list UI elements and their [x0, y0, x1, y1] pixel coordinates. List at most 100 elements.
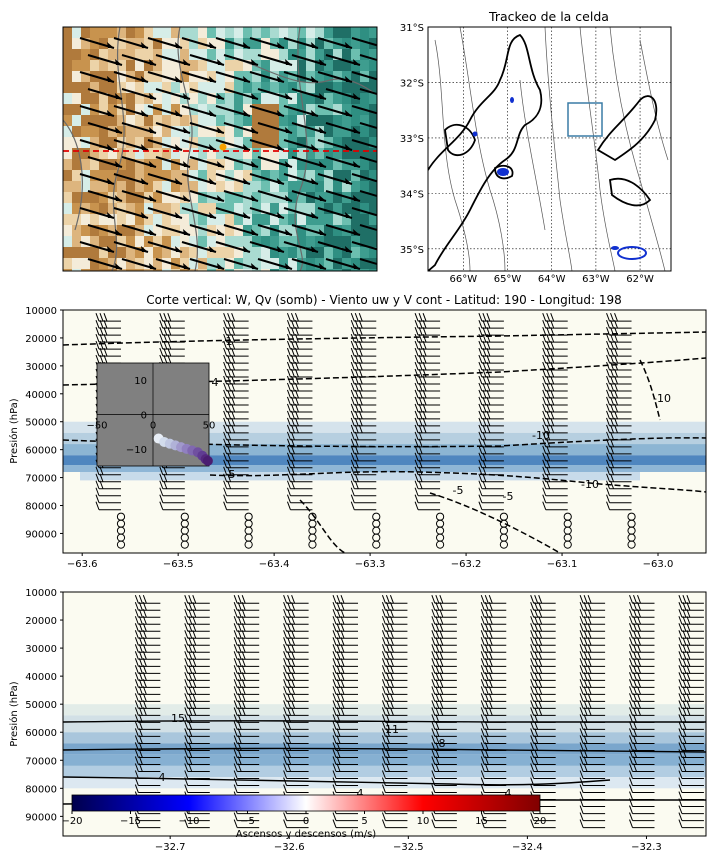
- wind-barb-flag: [231, 361, 236, 371]
- heatmap-cell: [279, 104, 289, 116]
- heatmap-cell: [135, 115, 145, 127]
- contour-line: [63, 747, 706, 753]
- wind-barb-flag: [287, 707, 292, 716]
- wind-barb-flag: [336, 623, 341, 632]
- wind-barb-flag: [385, 609, 390, 618]
- heatmap-cell: [63, 192, 73, 204]
- wind-barb-flag: [629, 735, 633, 744]
- wind-barb-flag: [418, 396, 423, 406]
- wind-barb-flag: [291, 609, 296, 618]
- heatmap-cell: [207, 71, 217, 83]
- wind-barb-flag: [546, 431, 551, 441]
- wind-arrow-head: [175, 76, 182, 82]
- heatmap-cell: [162, 258, 172, 270]
- wind-barb-flag: [227, 368, 232, 378]
- wind-arrow-head: [353, 161, 360, 167]
- heatmap-cell: [369, 93, 377, 105]
- wind-barb-flag: [633, 672, 637, 681]
- wind-barb-flag: [587, 686, 592, 695]
- wind-barb-flag: [332, 784, 337, 793]
- wind-barb-flag: [381, 714, 386, 723]
- wind-barb-flag: [188, 609, 193, 618]
- wind-barb-flag: [188, 623, 193, 632]
- wind-barb-flag: [542, 445, 547, 455]
- wind-barb-flag: [478, 368, 483, 378]
- wind-barb-flag: [340, 700, 345, 709]
- inset-x-tick-label: −50: [86, 421, 107, 432]
- wind-barb-flag: [290, 396, 295, 406]
- wind-barb-flag: [358, 312, 363, 322]
- wind-barb-flag: [134, 609, 139, 618]
- wind-barb-flag: [237, 623, 242, 632]
- heatmap-cell: [72, 148, 82, 160]
- heatmap-cell: [333, 170, 343, 182]
- wind-barb-flag: [336, 721, 341, 730]
- wind-barb-flag: [291, 644, 296, 653]
- wind-barb-flag: [534, 700, 539, 709]
- wind-arrow-head: [175, 178, 182, 184]
- heatmap-cell: [126, 192, 136, 204]
- heatmap-cell: [270, 159, 280, 171]
- wind-barb-flag: [482, 431, 487, 441]
- wind-barb-flag: [227, 375, 232, 385]
- wind-barb-flag: [138, 700, 143, 709]
- wind-barb-flag: [354, 473, 359, 482]
- wind-barb-flag: [358, 347, 363, 357]
- wind-barb-flag: [231, 389, 236, 399]
- heatmap-cell: [99, 49, 109, 61]
- heatmap-cell: [126, 82, 136, 94]
- heatmap-cell: [333, 225, 343, 237]
- wind-barb-flag: [610, 312, 615, 322]
- wind-barb-flag: [579, 763, 584, 772]
- y-tick-label: 60000: [25, 728, 57, 739]
- heatmap-cell: [252, 247, 262, 259]
- heatmap-cell: [216, 38, 226, 50]
- wind-barb-flag: [637, 637, 641, 646]
- wind-arrow-head: [217, 127, 224, 133]
- wind-barb-flag: [237, 658, 242, 667]
- wind-barb-flag: [422, 333, 427, 343]
- wind-barb-flag: [350, 494, 355, 503]
- wind-barb-flag: [637, 609, 641, 618]
- wind-arrow-head: [353, 127, 360, 133]
- wind-barb-flag: [188, 728, 193, 737]
- calm-wind-circle: [244, 540, 253, 549]
- wind-barb-flag: [606, 466, 611, 475]
- wind-barb-flag: [542, 494, 547, 503]
- wind-barb-flag: [546, 389, 551, 399]
- wind-arrow-head: [345, 144, 352, 150]
- wind-barb-flag: [629, 686, 633, 695]
- wind-barb-flag: [478, 494, 483, 503]
- wind-barb-flag: [223, 480, 228, 489]
- wind-barb-flag: [439, 637, 444, 646]
- wind-barb-flag: [332, 651, 337, 660]
- wind-barb-flag: [134, 693, 139, 702]
- heatmap-cell: [171, 269, 181, 271]
- heatmap-cell: [180, 115, 190, 127]
- heatmap-cell: [342, 181, 352, 193]
- wind-barb-flag: [546, 396, 551, 406]
- wind-barb-flag: [283, 763, 288, 772]
- wind-barb-flag: [233, 679, 238, 688]
- map-axis-ticks: 66°W 65°W 64°W 63°W 62°W31°S32°S33°S34°S35°S: [400, 23, 654, 285]
- wind-barb-flag: [233, 770, 238, 779]
- wind-arrow-head: [319, 127, 326, 133]
- heatmap-cell: [225, 203, 235, 215]
- wind-barb-flag: [484, 616, 489, 625]
- heatmap-cell: [225, 49, 235, 61]
- heatmap-cell: [63, 214, 73, 226]
- wind-barb-flag: [486, 326, 491, 336]
- heatmap-cell: [108, 60, 118, 72]
- heatmap-cell: [162, 93, 172, 105]
- wind-barb-flag: [629, 721, 633, 730]
- wind-barb-flag: [422, 347, 427, 357]
- wind-barb-flag: [534, 665, 539, 674]
- wind-barb-flag: [637, 665, 641, 674]
- wind-barb-flag: [223, 382, 228, 392]
- streamline: [459, 27, 506, 271]
- wind-barb-flag: [291, 616, 296, 625]
- wind-barb-flag: [418, 480, 423, 489]
- wind-barb-flag: [233, 714, 238, 723]
- wind-barb-flag: [223, 424, 228, 434]
- heatmap-cell: [99, 159, 109, 171]
